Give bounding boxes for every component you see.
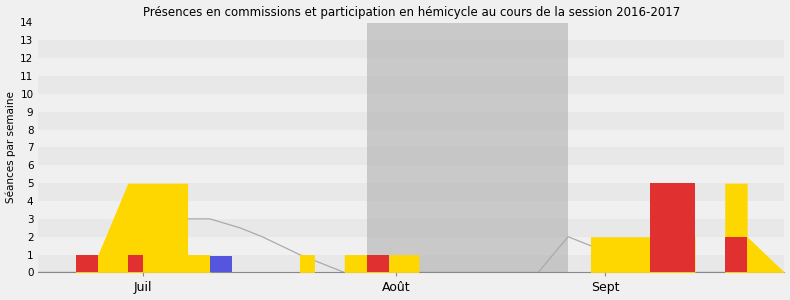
Title: Présences en commissions et participation en hémicycle au cours de la session 20: Présences en commissions et participatio… — [143, 6, 680, 19]
Bar — [39, 112, 784, 130]
Bar — [39, 94, 784, 112]
Y-axis label: Séances par semaine: Séances par semaine — [6, 92, 16, 203]
Bar — [367, 22, 568, 272]
Bar — [39, 237, 784, 255]
Bar — [39, 58, 784, 76]
Bar — [39, 201, 784, 219]
Bar — [39, 130, 784, 148]
Bar — [39, 183, 784, 201]
Bar — [39, 219, 784, 237]
Bar — [210, 256, 232, 272]
Bar — [39, 40, 784, 58]
Bar — [39, 255, 784, 272]
Bar — [39, 76, 784, 94]
Bar — [39, 148, 784, 165]
Bar — [39, 22, 784, 40]
Bar — [39, 165, 784, 183]
